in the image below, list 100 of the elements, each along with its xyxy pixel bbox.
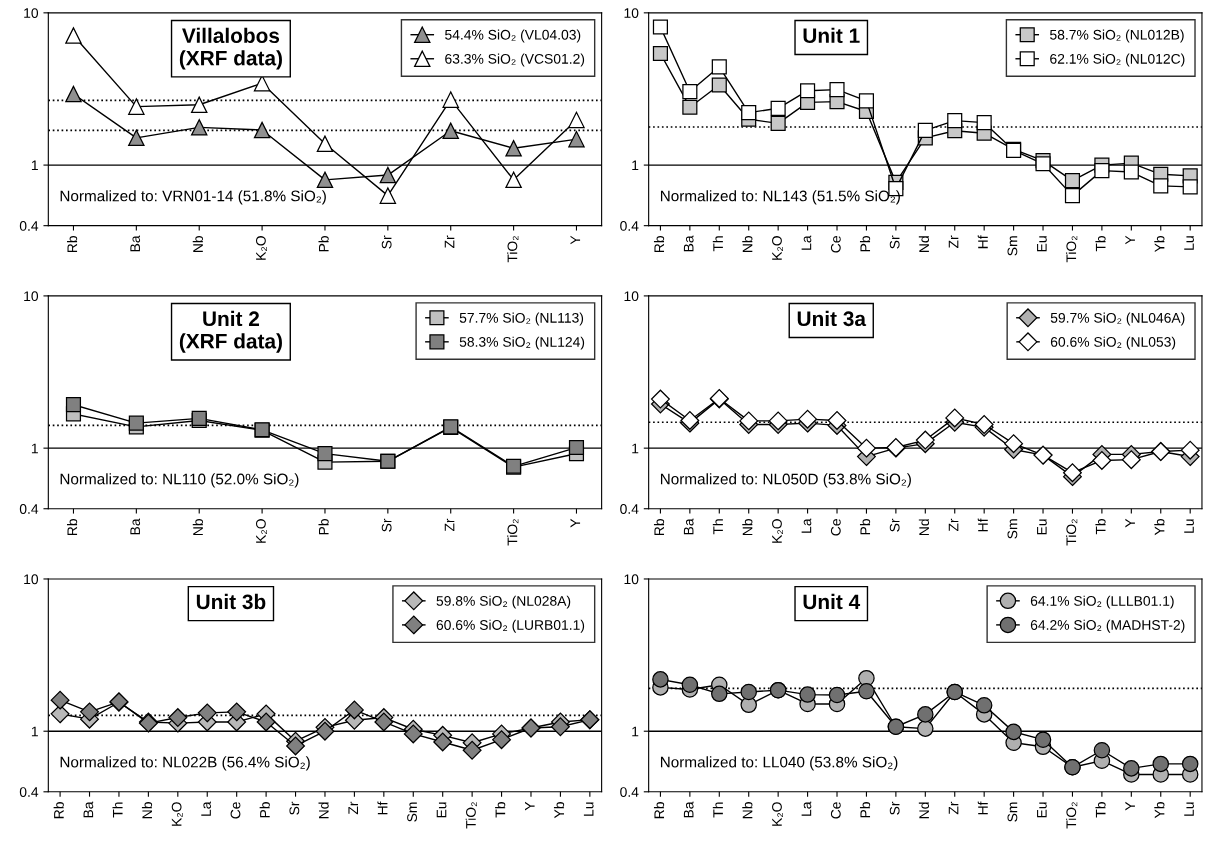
x-tick-label: Tb: [495, 802, 506, 818]
x-tick-label: Th: [712, 519, 723, 535]
x-tick-label: Pb: [318, 519, 329, 535]
y-tick-label: 0.4: [620, 787, 639, 797]
legend-label: 57.7% SiO₂ (NL113): [459, 312, 584, 326]
annotation: Normalized to: LL040 (53.8% SiO₂): [660, 756, 898, 771]
x-tick-label: Pb: [859, 519, 871, 535]
x-tick-label: Zr: [948, 518, 959, 532]
x-tick-label: Rb: [653, 802, 665, 819]
x-tick-label: La: [801, 801, 812, 816]
x-tick-label: Eu: [1037, 802, 1047, 818]
x-tick-label: Ba: [130, 518, 141, 535]
x-tick-label: Th: [112, 802, 123, 818]
x-tick-label: Hf: [977, 235, 988, 249]
y-tick-label: 10: [624, 574, 639, 585]
x-tick-label: Pb: [859, 235, 871, 252]
legend-label: 64.2% SiO₂ (MADHST-2): [1030, 619, 1185, 633]
x-tick-label: Sr: [381, 235, 392, 249]
x-tick-label: Sm: [1007, 802, 1018, 822]
x-tick-label: Sr: [381, 518, 392, 532]
legend-label: 62.1% SiO₂ (NL012C): [1050, 53, 1185, 67]
x-tick-label: Y: [1125, 801, 1135, 811]
y-tick-label: 0.4: [19, 221, 39, 231]
x-tick-label: K₂O: [255, 236, 267, 260]
x-tick-label: Rb: [653, 519, 665, 536]
y-tick-label: 0.4: [620, 221, 639, 231]
x-tick-label: Ce: [830, 519, 841, 536]
annotation: Normalized to: VRN01-14 (51.8% SiO₂): [60, 190, 326, 205]
x-tick-label: Pb: [859, 802, 871, 818]
text: Unit 4: [803, 593, 861, 610]
text: Unit 2 (XRF data): [179, 310, 282, 353]
x-tick-label: Nd: [918, 519, 930, 536]
x-tick-label: Pb: [259, 802, 270, 818]
y-tick-label: 0.4: [19, 787, 39, 797]
x-tick-label: Tb: [1095, 519, 1106, 535]
legend-label: 58.3% SiO₂ (NL124): [459, 336, 585, 350]
x-tick-label: Zr: [948, 801, 959, 815]
x-tick-label: Sr: [889, 801, 900, 815]
x-tick-label: K₂O: [171, 802, 183, 826]
y-tick-label: 10: [624, 291, 639, 302]
x-tick-label: La: [801, 235, 812, 250]
x-tick-label: K₂O: [772, 802, 783, 826]
y-tick-label: 1: [31, 160, 38, 171]
y-tick-label: 10: [624, 8, 639, 19]
x-tick-label: TiO₂: [465, 802, 477, 829]
legend-label: 54.4% SiO₂ (VL04.03): [445, 29, 581, 43]
y-tick-label: 1: [632, 160, 639, 171]
x-tick-label: Rb: [653, 235, 665, 253]
x-tick-label: Lu: [1184, 802, 1194, 816]
x-tick-label: Sm: [1007, 519, 1018, 539]
y-tick-label: 1: [31, 443, 38, 454]
x-tick-label: Tb: [1095, 235, 1106, 252]
y-tick-label: 1: [31, 726, 38, 737]
x-tick-label: La: [801, 518, 812, 533]
x-tick-label: Eu: [1037, 236, 1047, 252]
legend-label: 64.1% SiO₂ (LLLB01.1): [1030, 595, 1174, 609]
legend-label: 58.7% SiO₂ (NL012B): [1050, 29, 1184, 43]
x-tick-label: Yb: [1154, 519, 1165, 536]
x-tick-label: Hf: [977, 801, 988, 815]
x-tick-label: Sm: [407, 802, 417, 822]
x-tick-label: Y: [570, 235, 581, 245]
text: Unit 1: [803, 27, 860, 44]
x-tick-label: TiO₂: [507, 236, 519, 263]
x-tick-label: TiO₂: [1065, 236, 1078, 263]
y-tick-label: 10: [24, 291, 39, 302]
legend-label: 60.6% SiO₂ (LURB01.1): [436, 619, 585, 633]
x-tick-label: Nb: [742, 519, 753, 536]
x-tick-label: Nd: [918, 236, 930, 253]
x-tick-label: Nd: [918, 802, 930, 819]
x-tick-label: Ce: [230, 802, 241, 819]
x-tick-label: Nd: [318, 802, 329, 819]
x-tick-label: Tb: [1095, 802, 1106, 818]
x-tick-label: Th: [712, 236, 723, 252]
x-tick-label: Ce: [830, 802, 841, 819]
y-tick-label: 10: [24, 8, 39, 19]
x-tick-label: Sr: [889, 518, 900, 532]
x-tick-label: Eu: [436, 802, 447, 818]
x-tick-label: K₂O: [772, 236, 783, 260]
x-tick-label: Nb: [742, 802, 753, 819]
x-tick-label: Zr: [348, 801, 358, 815]
x-tick-label: La: [201, 801, 211, 816]
x-tick-label: Hf: [377, 801, 388, 815]
x-tick-label: Zr: [444, 518, 455, 532]
x-tick-label: Lu: [1184, 236, 1194, 250]
x-tick-label: Pb: [318, 235, 329, 252]
x-tick-label: Sr: [289, 801, 300, 815]
x-tick-label: K₂O: [255, 519, 267, 543]
x-tick-label: Yb: [1154, 802, 1165, 819]
y-tick-label: 10: [24, 574, 39, 585]
text: Villalobos (XRF data): [179, 27, 282, 70]
x-tick-label: Ba: [683, 801, 694, 818]
text: Unit 3a: [797, 310, 867, 327]
x-tick-label: K₂O: [772, 519, 783, 543]
x-tick-label: Rb: [53, 802, 64, 819]
x-tick-label: Yb: [553, 802, 565, 819]
x-tick-label: Zr: [444, 235, 455, 249]
x-tick-label: Sm: [1007, 236, 1018, 256]
y-tick-label: 1: [632, 443, 639, 454]
annotation: Normalized to: NL110 (52.0% SiO₂): [60, 473, 299, 488]
x-tick-label: TiO₂: [1065, 802, 1078, 829]
